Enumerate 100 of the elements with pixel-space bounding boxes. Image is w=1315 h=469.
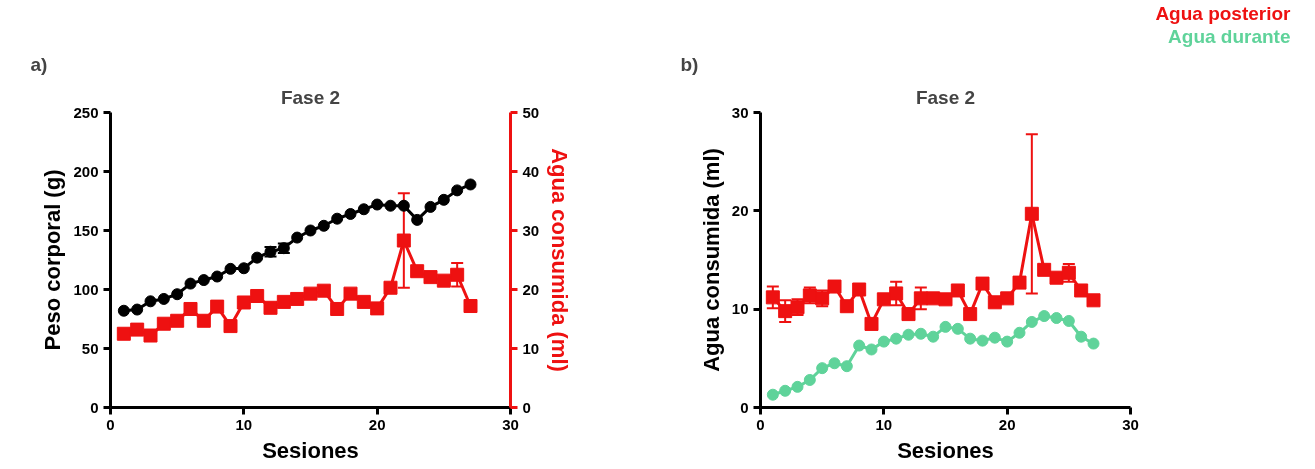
point xyxy=(1087,337,1100,350)
y-tick-label: 100 xyxy=(73,280,99,298)
point xyxy=(331,212,344,225)
point xyxy=(1086,293,1101,308)
point xyxy=(357,203,370,216)
point xyxy=(877,335,890,348)
x-tick-label: 20 xyxy=(368,415,386,433)
point xyxy=(371,198,384,211)
point xyxy=(951,322,964,335)
point xyxy=(926,291,941,306)
x-axis-title: Sesiones xyxy=(262,437,359,463)
point xyxy=(196,313,211,328)
point xyxy=(1050,312,1063,325)
y-tick-label: 200 xyxy=(73,162,99,180)
point xyxy=(290,291,305,306)
chart-title: Fase 2 xyxy=(280,86,341,108)
point xyxy=(988,331,1001,344)
point xyxy=(237,262,250,275)
point xyxy=(889,286,904,301)
y-tick-label: 50 xyxy=(81,339,99,357)
point xyxy=(1038,310,1051,323)
x-tick-label: 30 xyxy=(502,415,519,433)
y-tick-label: 150 xyxy=(73,221,99,239)
point xyxy=(864,316,879,331)
text: b) xyxy=(680,53,699,75)
y-tick-label: 10 xyxy=(731,300,749,318)
point xyxy=(144,295,157,308)
point xyxy=(291,231,304,244)
point xyxy=(902,328,915,341)
text: Agua posterior xyxy=(1155,2,1292,24)
point xyxy=(384,199,397,212)
x-axis-title: Sesiones xyxy=(897,437,994,463)
point xyxy=(865,343,878,356)
y-axis-title: Peso corporal (g) xyxy=(40,169,66,351)
x-tick-label: 10 xyxy=(875,415,893,433)
point xyxy=(356,294,371,309)
point xyxy=(987,295,1002,310)
point xyxy=(116,326,131,341)
point xyxy=(890,332,903,345)
point xyxy=(964,332,977,345)
y2-tick-label: 20 xyxy=(522,280,540,298)
point xyxy=(1025,315,1038,328)
point xyxy=(130,322,145,337)
point xyxy=(1013,326,1026,339)
chart-title: Fase 2 xyxy=(915,86,976,108)
y2-axis-title: Agua consumida (ml) xyxy=(547,148,573,372)
point xyxy=(117,304,130,317)
point xyxy=(828,357,841,370)
y-tick-label: 0 xyxy=(740,398,749,416)
point xyxy=(211,270,224,283)
point xyxy=(450,267,465,282)
point xyxy=(1001,335,1014,348)
point xyxy=(779,384,792,397)
point xyxy=(1074,283,1089,298)
point xyxy=(913,291,928,306)
point xyxy=(1012,275,1027,290)
point xyxy=(330,301,345,316)
point xyxy=(853,339,866,352)
point xyxy=(397,199,410,212)
point xyxy=(1075,330,1088,343)
y-tick-label: 20 xyxy=(731,201,749,219)
point xyxy=(463,299,478,314)
point xyxy=(411,213,424,226)
point xyxy=(184,277,197,290)
point xyxy=(827,279,842,294)
point xyxy=(1000,291,1015,306)
point xyxy=(410,264,425,279)
x-tick-label: 0 xyxy=(106,415,115,433)
point xyxy=(1062,314,1075,327)
point xyxy=(316,283,331,298)
x-tick-label: 20 xyxy=(998,415,1016,433)
point xyxy=(464,178,477,191)
point xyxy=(451,184,464,197)
point xyxy=(171,288,184,301)
point xyxy=(143,328,158,343)
point xyxy=(423,270,438,285)
y-axis-title: Agua consumida (ml) xyxy=(698,148,724,372)
point xyxy=(976,334,989,347)
point xyxy=(938,292,953,307)
text: a) xyxy=(30,53,48,75)
point xyxy=(197,274,210,287)
text: Agua durante xyxy=(1168,25,1291,47)
x-tick-label: 30 xyxy=(1122,415,1139,433)
point xyxy=(816,362,829,375)
point xyxy=(840,360,853,373)
y-tick-label: 30 xyxy=(731,103,749,121)
point xyxy=(876,292,891,307)
point xyxy=(436,273,451,288)
point xyxy=(370,301,385,316)
point xyxy=(210,299,225,314)
y2-tick-label: 50 xyxy=(522,103,540,121)
point xyxy=(304,224,317,237)
point xyxy=(251,251,264,264)
point xyxy=(914,327,927,340)
point xyxy=(791,380,804,393)
point xyxy=(131,303,144,316)
point xyxy=(950,283,965,298)
point xyxy=(317,219,330,232)
point xyxy=(424,200,437,213)
y-tick-label: 0 xyxy=(90,398,99,416)
